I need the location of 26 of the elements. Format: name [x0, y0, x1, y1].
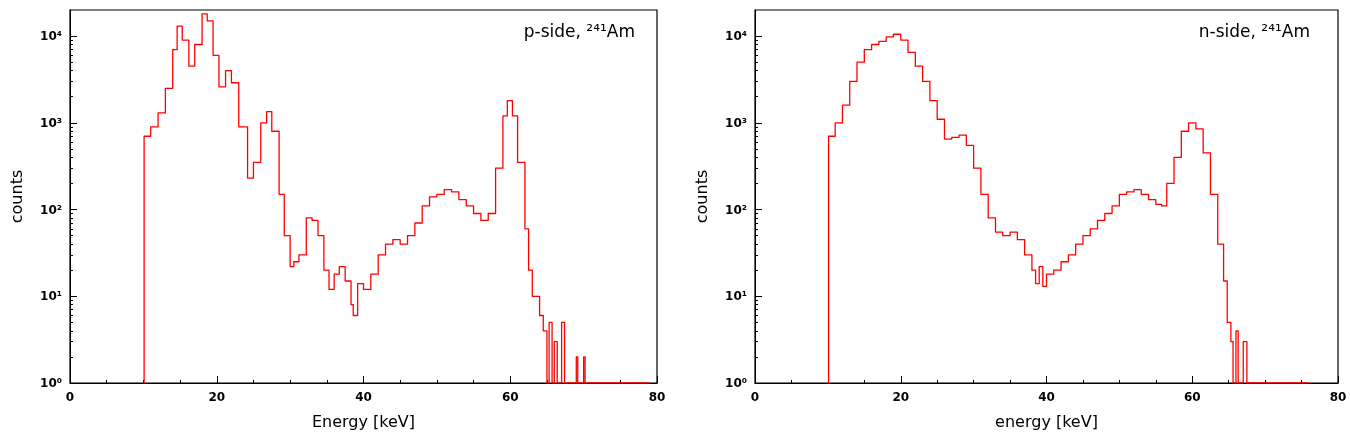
- y-tick-label: 10¹: [40, 289, 62, 304]
- annotation: n-side, ²⁴¹Am: [1198, 20, 1311, 41]
- y-tick-label: 10⁰: [40, 376, 62, 390]
- y-tick-label: 10²: [725, 202, 747, 217]
- y-axis-title: counts: [691, 169, 711, 224]
- x-tick-label: 80: [1329, 390, 1347, 404]
- y-tick-label: 10⁴: [725, 29, 747, 44]
- x-tick-label: 60: [1183, 390, 1201, 404]
- x-tick-label: 80: [648, 390, 666, 404]
- y-tick-label: 10³: [40, 115, 62, 130]
- x-tick-label: 40: [355, 390, 372, 404]
- y-tick-label: 10³: [725, 115, 747, 130]
- x-axis-title: energy [keV]: [995, 411, 1098, 431]
- y-tick-label: 10¹: [725, 289, 747, 304]
- y-axis-title: counts: [6, 169, 26, 224]
- x-tick-label: 40: [1038, 390, 1055, 404]
- x-axis-title: Energy [keV]: [311, 411, 416, 431]
- y-tick-label: 10⁰: [725, 376, 747, 390]
- annotation: p-side, ²⁴¹Am: [523, 20, 636, 41]
- x-tick-label: 20: [892, 390, 910, 404]
- x-tick-label: 0: [750, 390, 760, 404]
- x-tick-label: 0: [65, 390, 75, 404]
- y-tick-label: 10⁴: [40, 29, 62, 44]
- x-tick-label: 20: [208, 390, 226, 404]
- x-tick-label: 60: [501, 390, 519, 404]
- y-tick-label: 10²: [40, 202, 62, 217]
